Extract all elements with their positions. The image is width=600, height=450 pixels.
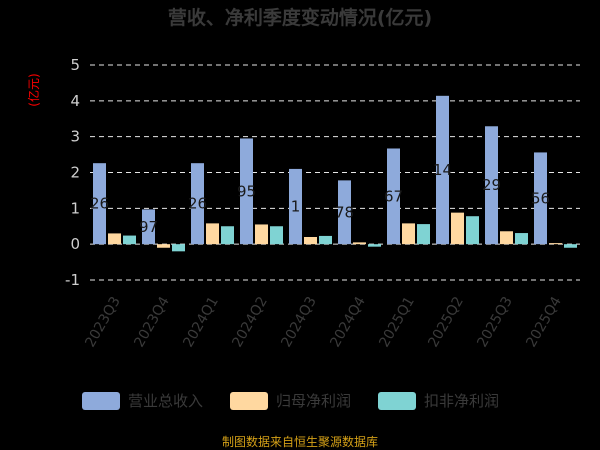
bar [466,216,479,245]
data-label: 29 [482,176,501,194]
y-tick-label: 0 [70,235,80,253]
bar [108,233,121,245]
bar [387,148,400,245]
bar [304,237,317,245]
bar [353,242,366,245]
bar [338,180,351,245]
gridlines [90,64,580,281]
bar [221,226,234,245]
x-tick-label: 2024Q4 [327,294,369,350]
x-tick-label: 2023Q4 [131,294,173,350]
x-tick-label: 2024Q1 [180,294,222,350]
legend-label: 扣非净利润 [424,392,499,410]
data-labels: 26 97 26 95 1 78 67 14 29 56 [90,161,550,236]
bar [157,244,170,248]
bar [191,163,204,245]
data-label: 67 [384,187,403,205]
bar [172,244,185,252]
x-tick-label: 2025Q1 [376,294,418,350]
y-tick-label: -1 [65,271,80,289]
data-label: 78 [335,203,354,221]
y-tick-label: 4 [70,92,80,110]
bars [93,95,577,252]
bar [534,152,547,245]
data-label: 97 [139,218,158,236]
data-label: 56 [531,189,550,207]
bar [270,226,283,245]
legend: 营业总收入 归母净利润 扣非净利润 [82,392,499,410]
bar [255,224,268,245]
bar [485,126,498,245]
y-tick-label: 5 [70,56,80,74]
source-note: 制图数据来自恒生聚源数据库 [222,434,378,449]
bar [436,95,449,245]
bar [206,223,219,245]
data-label: 14 [433,161,452,179]
bar [289,168,302,245]
bar [402,223,415,245]
bar [368,244,381,247]
legend-label: 营业总收入 [128,392,203,410]
x-tick-label: 2024Q2 [229,294,271,350]
x-tick-label: 2023Q3 [82,294,124,350]
bar [123,235,136,245]
data-label: 26 [188,195,207,213]
legend-label: 归母净利润 [276,392,351,410]
bar [515,233,528,245]
chart-title: 营收、净利季度变动情况(亿元) [168,6,432,29]
y-axis-ticks: -1 0 1 2 3 4 5 [65,56,80,289]
x-tick-label: 2025Q3 [474,294,516,350]
y-tick-label: 3 [70,128,80,146]
bar [549,243,562,245]
bar [564,244,577,248]
x-axis-ticks: 2023Q3 2023Q4 2024Q1 2024Q2 2024Q3 2024Q4 2025… [82,294,565,350]
data-label: 1 [291,198,301,216]
y-axis-unit-label: (亿元) [26,73,41,106]
bar [417,224,430,245]
y-tick-label: 2 [70,164,80,182]
legend-swatch [378,392,416,410]
bar [451,212,464,245]
legend-swatch [82,392,120,410]
data-label: 95 [237,182,256,200]
bar [142,209,155,245]
legend-swatch [230,392,268,410]
x-tick-label: 2024Q3 [278,294,320,350]
x-tick-label: 2025Q4 [523,294,565,350]
x-tick-label: 2025Q2 [425,294,467,350]
data-label: 26 [90,195,109,213]
bar [500,231,513,245]
bar [319,235,332,245]
bar [93,163,106,245]
bar [240,138,253,245]
y-tick-label: 1 [70,199,80,217]
